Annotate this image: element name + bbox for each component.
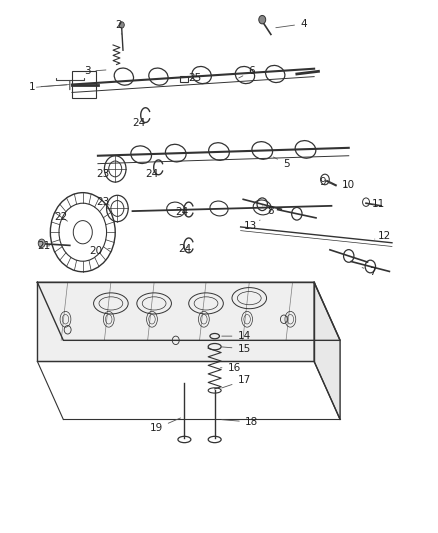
Text: 14: 14 (222, 331, 251, 341)
Text: 7: 7 (362, 267, 376, 277)
Text: 4: 4 (276, 19, 307, 29)
Text: 24: 24 (178, 244, 191, 254)
Text: 16: 16 (220, 363, 241, 373)
Text: 23: 23 (96, 197, 110, 207)
Text: 15: 15 (222, 344, 251, 354)
Text: 20: 20 (89, 246, 110, 256)
Text: 24: 24 (176, 207, 189, 217)
Text: 12: 12 (374, 231, 391, 241)
Text: 9: 9 (319, 177, 332, 187)
Text: 11: 11 (371, 199, 385, 209)
Text: 25: 25 (189, 72, 202, 83)
Text: 1: 1 (29, 82, 67, 92)
Circle shape (119, 22, 124, 28)
Text: 3: 3 (84, 66, 106, 76)
Text: 10: 10 (342, 180, 355, 190)
Polygon shape (37, 282, 340, 341)
Text: 24: 24 (145, 168, 159, 179)
Polygon shape (37, 282, 314, 361)
Bar (180, 76, 188, 82)
Text: 6: 6 (239, 66, 255, 78)
Text: 8: 8 (262, 206, 274, 216)
Text: 19: 19 (150, 418, 180, 433)
Text: 22: 22 (55, 212, 68, 222)
Text: 21: 21 (37, 241, 50, 252)
Circle shape (38, 239, 45, 247)
Text: 13: 13 (244, 220, 260, 231)
Text: 17: 17 (222, 375, 251, 388)
Text: 2: 2 (115, 20, 122, 35)
Circle shape (259, 15, 266, 24)
Text: 18: 18 (222, 417, 258, 427)
Text: 5: 5 (273, 157, 290, 168)
Text: 24: 24 (132, 117, 145, 127)
Bar (72, 71, 96, 98)
Text: 23: 23 (96, 168, 110, 179)
Polygon shape (314, 282, 340, 419)
